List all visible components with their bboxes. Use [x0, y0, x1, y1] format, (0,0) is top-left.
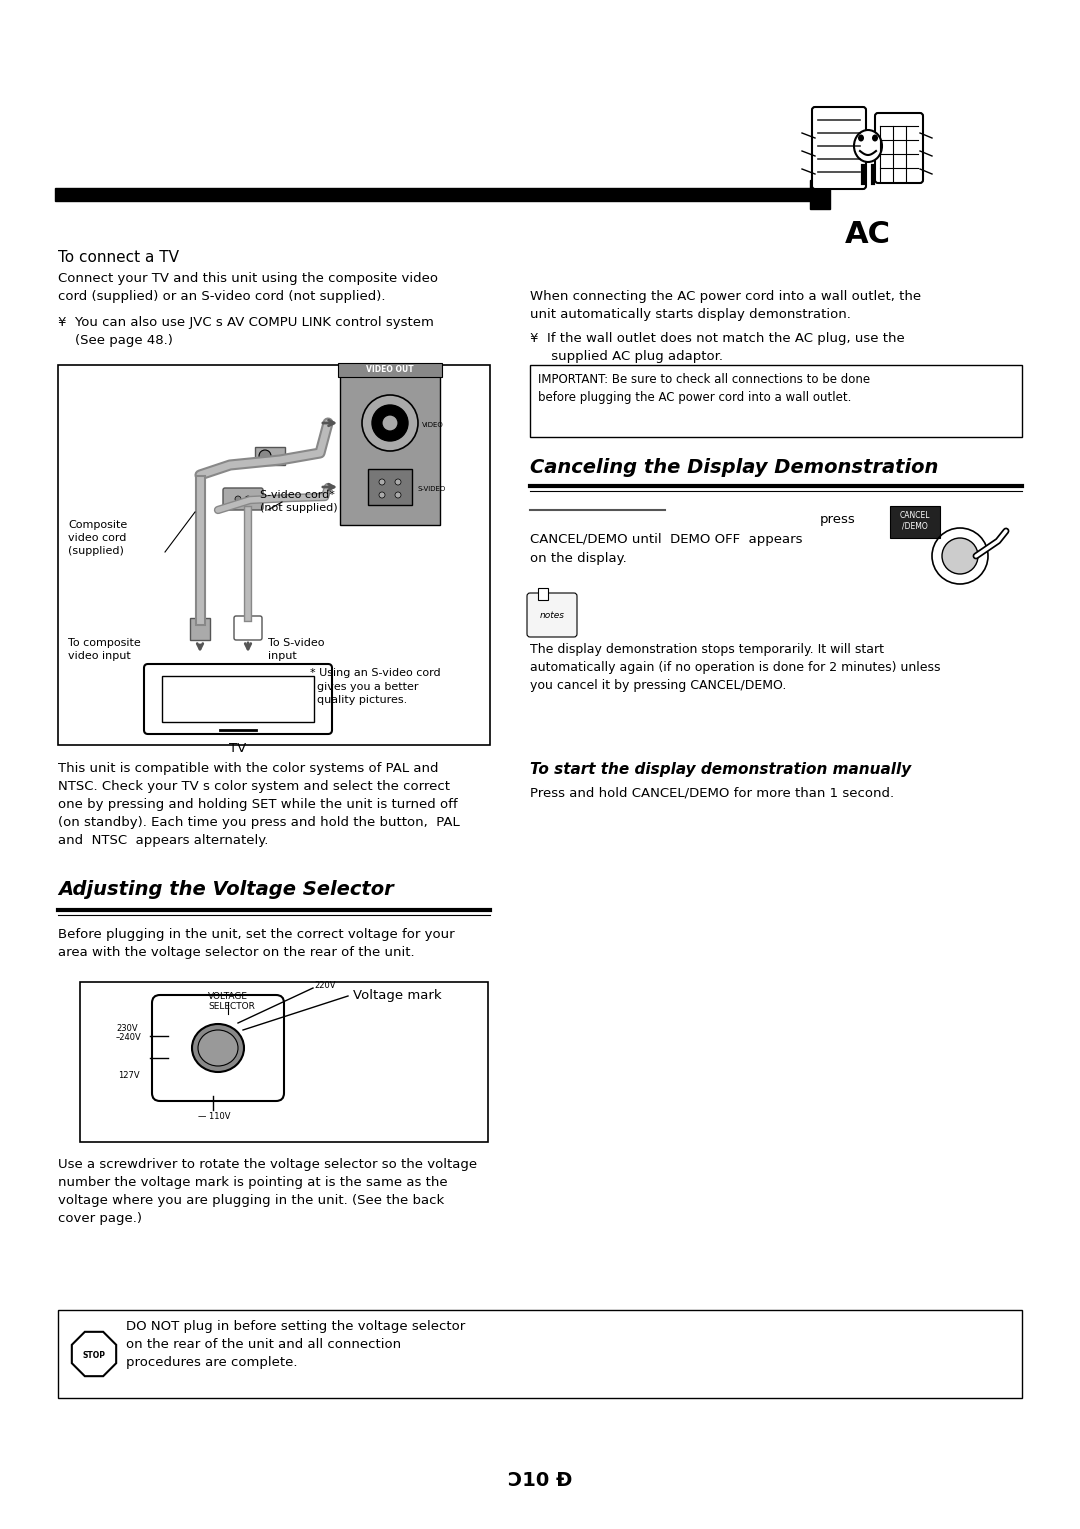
Circle shape: [245, 495, 251, 502]
Ellipse shape: [872, 135, 878, 142]
Bar: [162, 676, 314, 722]
Text: To S-video
input: To S-video input: [268, 638, 324, 661]
Text: Adjusting the Voltage Selector: Adjusting the Voltage Selector: [58, 881, 394, 899]
Text: The display demonstration stops temporarily. It will start
automatically again (: The display demonstration stops temporar…: [530, 644, 941, 693]
Ellipse shape: [192, 1024, 244, 1072]
Ellipse shape: [858, 135, 864, 142]
Text: Before plugging in the unit, set the correct voltage for your
area with the volt: Before plugging in the unit, set the cor…: [58, 928, 455, 959]
Text: To start the display demonstration manually: To start the display demonstration manua…: [530, 761, 912, 777]
Circle shape: [372, 405, 408, 440]
Bar: [58, 365, 490, 745]
Text: TV: TV: [229, 742, 246, 755]
Circle shape: [235, 495, 241, 502]
Bar: [80, 982, 488, 1142]
Text: ¥  If the wall outlet does not match the AC plug, use the: ¥ If the wall outlet does not match the …: [530, 332, 905, 346]
Text: notes: notes: [540, 612, 565, 619]
Text: 230V
–240V: 230V –240V: [116, 1023, 141, 1043]
Circle shape: [942, 538, 978, 573]
Text: This unit is compatible with the color systems of PAL and
NTSC. Check your TV s : This unit is compatible with the color s…: [58, 761, 460, 847]
Text: To composite
video input: To composite video input: [68, 638, 140, 661]
Text: * Using an S-video cord
  gives you a better
  quality pictures.: * Using an S-video cord gives you a bett…: [310, 668, 441, 705]
FancyBboxPatch shape: [234, 616, 262, 641]
Text: Ɔ10 Đ: Ɔ10 Đ: [508, 1471, 572, 1489]
FancyBboxPatch shape: [812, 107, 866, 190]
FancyBboxPatch shape: [222, 488, 264, 511]
Circle shape: [362, 394, 418, 451]
Bar: [338, 362, 442, 378]
Bar: [340, 375, 440, 524]
Text: press: press: [820, 514, 855, 526]
Circle shape: [259, 450, 271, 462]
Bar: [538, 589, 548, 599]
Text: S-video cord*
(not supplied): S-video cord* (not supplied): [260, 489, 338, 514]
Text: VIDEO: VIDEO: [422, 422, 444, 428]
FancyBboxPatch shape: [144, 664, 332, 734]
Text: 127V: 127V: [118, 1072, 139, 1081]
Text: Connect your TV and this unit using the composite video
cord (supplied) or an S-: Connect your TV and this unit using the …: [58, 272, 438, 303]
Text: STOP: STOP: [82, 1352, 106, 1361]
Text: Composite
video cord
(supplied): Composite video cord (supplied): [68, 520, 127, 557]
Text: 220V: 220V: [314, 982, 336, 991]
Bar: [255, 446, 285, 465]
Text: VOLTAGE
SELECTOR: VOLTAGE SELECTOR: [208, 992, 255, 1011]
Circle shape: [382, 414, 399, 431]
Text: Voltage mark: Voltage mark: [353, 989, 442, 1001]
Bar: [190, 618, 210, 641]
Text: Press and hold CANCEL/DEMO for more than 1 second.: Press and hold CANCEL/DEMO for more than…: [530, 787, 894, 800]
Bar: [58, 1310, 1022, 1398]
Text: — 110V: — 110V: [198, 1112, 230, 1121]
Circle shape: [379, 492, 384, 498]
Text: VIDEO OUT: VIDEO OUT: [366, 365, 414, 375]
Text: (See page 48.): (See page 48.): [58, 333, 173, 347]
FancyBboxPatch shape: [527, 593, 577, 638]
Text: supplied AC plug adaptor.: supplied AC plug adaptor.: [530, 350, 723, 362]
Text: S-VIDEO: S-VIDEO: [418, 486, 446, 492]
Text: IMPORTANT: Be sure to check all connections to be done
before plugging the AC po: IMPORTANT: Be sure to check all connecti…: [538, 373, 870, 404]
Ellipse shape: [854, 130, 882, 162]
Ellipse shape: [198, 1031, 238, 1066]
Bar: [530, 365, 1022, 437]
Bar: [810, 180, 831, 209]
Circle shape: [395, 479, 401, 485]
Circle shape: [395, 492, 401, 498]
Bar: [890, 506, 940, 538]
Circle shape: [379, 479, 384, 485]
Text: ¥  You can also use JVC s AV COMPU LINK control system: ¥ You can also use JVC s AV COMPU LINK c…: [58, 317, 434, 329]
Text: Use a screwdriver to rotate the voltage selector so the voltage
number the volta: Use a screwdriver to rotate the voltage …: [58, 1157, 477, 1225]
Bar: [55, 188, 815, 200]
Text: CANCEL
/DEMO: CANCEL /DEMO: [900, 511, 930, 531]
Text: AC: AC: [845, 220, 891, 249]
Polygon shape: [72, 1332, 117, 1376]
Text: When connecting the AC power cord into a wall outlet, the
unit automatically sta: When connecting the AC power cord into a…: [530, 291, 921, 321]
Text: CANCEL/DEMO until  DEMO OFF  appears
on the display.: CANCEL/DEMO until DEMO OFF appears on th…: [530, 534, 802, 566]
Text: To connect a TV: To connect a TV: [58, 251, 179, 265]
Bar: [368, 469, 411, 505]
FancyBboxPatch shape: [875, 113, 923, 183]
Text: Canceling the Display Demonstration: Canceling the Display Demonstration: [530, 459, 939, 477]
Text: DO NOT plug in before setting the voltage selector
on the rear of the unit and a: DO NOT plug in before setting the voltag…: [126, 1320, 465, 1368]
